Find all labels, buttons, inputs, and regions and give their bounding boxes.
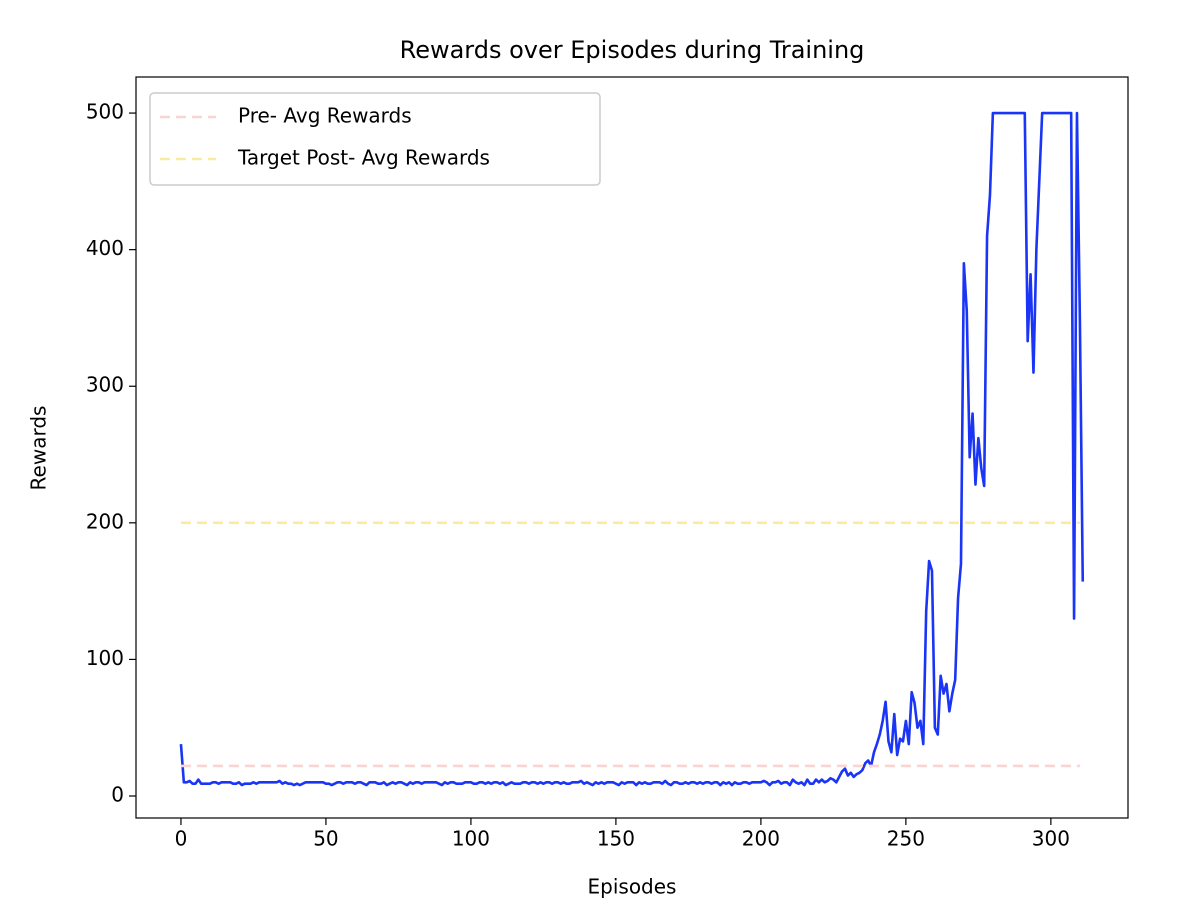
y-tick-label: 200 <box>86 509 124 533</box>
y-tick-label: 500 <box>86 100 124 124</box>
x-tick-label: 300 <box>1032 827 1070 851</box>
legend-label: Target Post- Avg Rewards <box>237 146 490 170</box>
x-tick-label: 0 <box>175 827 188 851</box>
chart-title: Rewards over Episodes during Training <box>400 36 865 64</box>
x-tick-label: 200 <box>742 827 780 851</box>
x-tick-label: 50 <box>313 827 338 851</box>
y-axis-label: Rewards <box>27 406 51 491</box>
plot-frame <box>135 76 1129 819</box>
y-tick-label: 400 <box>86 236 124 260</box>
x-tick-label: 150 <box>597 827 635 851</box>
x-axis-label: Episodes <box>588 875 677 899</box>
y-tick-label: 0 <box>111 783 124 807</box>
x-tick-label: 100 <box>452 827 490 851</box>
y-tick-label: 100 <box>86 646 124 670</box>
legend-frame <box>149 92 601 186</box>
legend-label: Pre- Avg Rewards <box>238 104 412 128</box>
x-tick-label: 250 <box>887 827 925 851</box>
y-tick-label: 300 <box>86 373 124 397</box>
data-line <box>179 111 1085 787</box>
